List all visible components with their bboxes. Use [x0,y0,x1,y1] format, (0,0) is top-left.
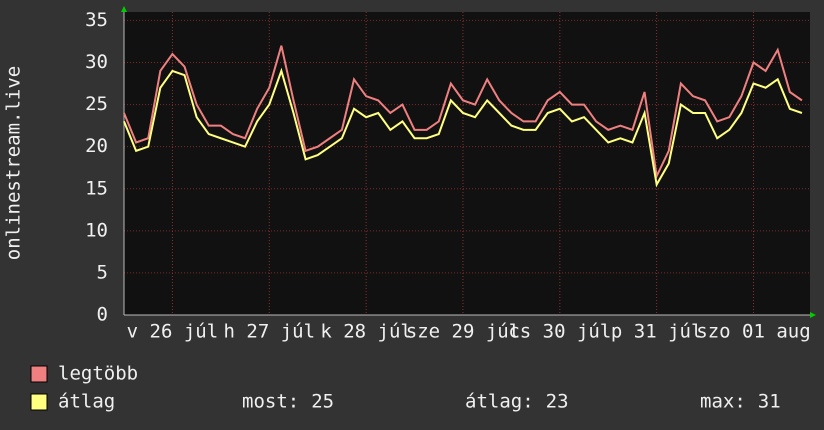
x-tick-label: p 31 júl [611,321,703,343]
y-tick-label: 35 [85,9,108,31]
y-tick-label: 0 [97,304,108,326]
plot-area [124,12,810,315]
x-tick-label: k 28 júl [320,321,412,343]
stat-label: max: [700,391,746,413]
y-tick-label: 20 [85,135,108,157]
legend-label: átlag [58,391,115,413]
legend-swatch [30,393,48,411]
x-tick-label: cs 30 júl [508,321,611,343]
y-tick-label: 5 [97,261,108,283]
series-line [123,45,803,180]
y-tick-label: 30 [85,51,108,73]
y-axis-label: onlinestream.live [3,66,25,260]
y-tick-label: 10 [85,219,108,241]
stat-value: 25 [311,391,334,413]
stat-label: átlag: [465,391,534,413]
axis-arrow [810,312,816,318]
stat-label: most: [242,391,299,413]
legend-swatch [30,365,48,383]
y-tick-label: 25 [85,93,108,115]
y-tick-label: 15 [85,177,108,199]
legend-label: legtöbb [58,363,138,385]
stat-value: 31 [758,391,781,413]
axis-arrow [121,6,127,12]
x-tick-label: szo 01 aug [696,321,810,343]
x-tick-label: sze 29 júl [406,321,520,343]
stat-value: 23 [546,391,569,413]
series-line [123,67,803,188]
x-tick-label: v 26 júl [127,321,219,343]
x-tick-label: h 27 júl [224,321,316,343]
